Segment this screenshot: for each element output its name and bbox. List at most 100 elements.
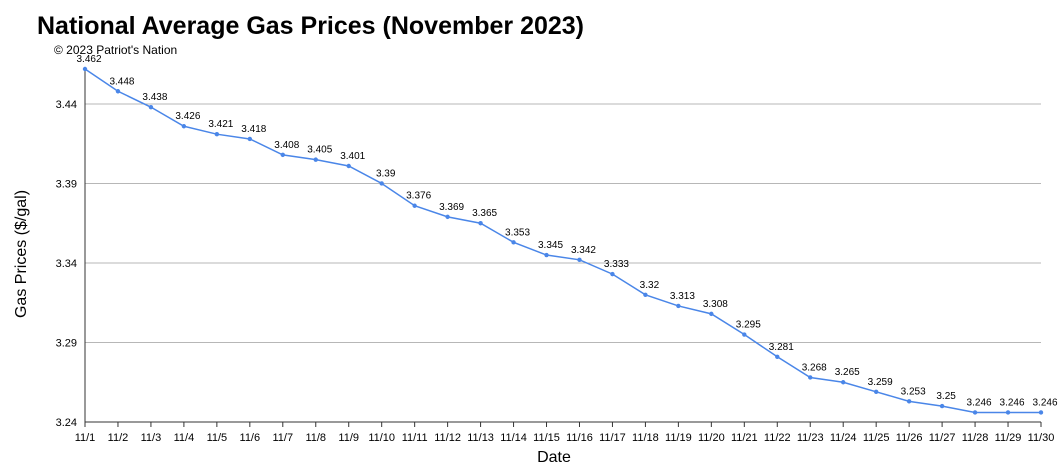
data-label: 3.246 (1000, 397, 1025, 408)
data-point (742, 332, 747, 337)
x-tick-label: 11/24 (830, 432, 857, 444)
x-tick-label: 11/25 (863, 432, 890, 444)
data-point (412, 203, 417, 208)
x-tick-label: 11/23 (797, 432, 824, 444)
x-tick-label: 11/16 (566, 432, 593, 444)
data-point (939, 403, 945, 409)
data-label: 3.342 (571, 245, 596, 256)
x-tick-label: 11/5 (207, 432, 228, 444)
series-gas-price (82, 66, 1044, 415)
data-label: 3.32 (640, 280, 660, 291)
chart-title: National Average Gas Prices (November 20… (37, 12, 585, 40)
data-point (808, 375, 813, 380)
x-tick-label: 11/4 (174, 432, 195, 444)
data-point (445, 214, 450, 220)
chart-subtitle: © 2023 Patriot's Nation (54, 43, 178, 57)
data-label: 3.345 (538, 240, 563, 251)
data-label: 3.405 (307, 145, 332, 156)
data-label: 3.438 (142, 92, 167, 103)
data-point (775, 354, 780, 360)
data-label: 3.421 (208, 119, 233, 130)
data-label: 3.462 (76, 54, 101, 65)
y-tick-label: 3.24 (56, 417, 77, 429)
series-line (84, 68, 1041, 414)
x-tick-label: 11/6 (240, 432, 261, 444)
data-point (709, 311, 714, 317)
y-axis-title: Gas Prices ($/gal) (13, 190, 30, 318)
x-tick-label: 11/30 (1028, 432, 1055, 444)
data-label: 3.39 (376, 168, 396, 179)
x-tick-label: 11/7 (272, 432, 293, 444)
x-tick-label: 11/14 (500, 432, 527, 444)
x-tick-label: 11/2 (108, 432, 129, 444)
data-label: 3.418 (241, 124, 266, 135)
y-tick-label: 3.34 (56, 258, 77, 270)
x-tick-label: 11/21 (731, 432, 758, 444)
x-tick-label: 11/19 (665, 432, 692, 444)
data-label: 3.426 (175, 111, 200, 122)
data-label: 3.246 (1032, 397, 1057, 408)
data-point (972, 410, 978, 415)
axes (84, 69, 1041, 423)
data-point (906, 399, 912, 404)
data-point (1038, 410, 1044, 415)
data-point (478, 221, 483, 226)
x-tick-label: 11/28 (962, 432, 989, 444)
data-point (610, 271, 615, 277)
data-point (247, 136, 253, 142)
x-tick-label: 11/17 (599, 432, 626, 444)
data-label: 3.448 (109, 76, 134, 87)
data-label: 3.308 (703, 299, 728, 310)
x-tick-label: 11/29 (995, 432, 1022, 444)
data-label: 3.281 (769, 342, 794, 353)
x-tick-label: 11/8 (305, 432, 326, 444)
x-tick-label: 11/20 (698, 432, 725, 444)
data-label: 3.333 (604, 259, 629, 270)
x-tick-label: 11/12 (434, 432, 461, 444)
x-tick-label: 11/18 (632, 432, 659, 444)
x-tick-label: 11/11 (402, 432, 428, 444)
data-point (379, 181, 384, 186)
x-tick-label: 11/9 (338, 432, 359, 444)
data-point (82, 66, 88, 72)
data-point (873, 389, 879, 394)
data-label: 3.369 (439, 202, 464, 213)
data-point (148, 104, 154, 110)
x-tick-label: 11/22 (764, 432, 791, 444)
data-point (313, 157, 318, 162)
data-label: 3.259 (868, 377, 893, 388)
data-point (643, 292, 648, 297)
x-tick-label: 11/3 (141, 432, 162, 444)
data-label: 3.295 (736, 320, 761, 331)
y-axis-ticks: 3.24 3.29 3.34 3.39 3.44 (56, 99, 77, 429)
x-tick-label: 11/1 (75, 432, 96, 444)
x-axis-ticks: 11/1 11/2 11/3 11/4 11/5 11/6 11/7 11/8 11/9 11/1… (75, 422, 1055, 444)
data-label: 3.401 (340, 151, 365, 162)
data-label: 3.25 (936, 391, 956, 402)
data-point (115, 89, 121, 94)
x-axis-title: Date (537, 449, 571, 466)
data-point (577, 257, 582, 263)
data-point (181, 124, 187, 129)
data-point (214, 131, 220, 137)
x-tick-label: 11/10 (368, 432, 395, 444)
data-label: 3.246 (967, 397, 992, 408)
data-label: 3.253 (901, 386, 926, 397)
gridlines (85, 103, 1041, 343)
data-labels: 3.462 3.448 3.438 3.426 3.421 3.418 3.408 3.405… (76, 54, 1057, 408)
data-point (346, 163, 351, 169)
data-label: 3.268 (802, 362, 827, 373)
data-label: 3.353 (505, 227, 530, 238)
data-point (544, 252, 549, 258)
data-point (841, 380, 846, 385)
data-label: 3.265 (835, 367, 860, 378)
data-point (280, 152, 285, 158)
data-point (1005, 410, 1011, 415)
x-tick-label: 11/15 (533, 432, 560, 444)
y-tick-label: 3.29 (56, 337, 77, 349)
data-label: 3.408 (274, 140, 299, 151)
data-label: 3.313 (670, 291, 695, 302)
x-tick-label: 11/26 (896, 432, 923, 444)
y-tick-label: 3.44 (56, 99, 77, 111)
